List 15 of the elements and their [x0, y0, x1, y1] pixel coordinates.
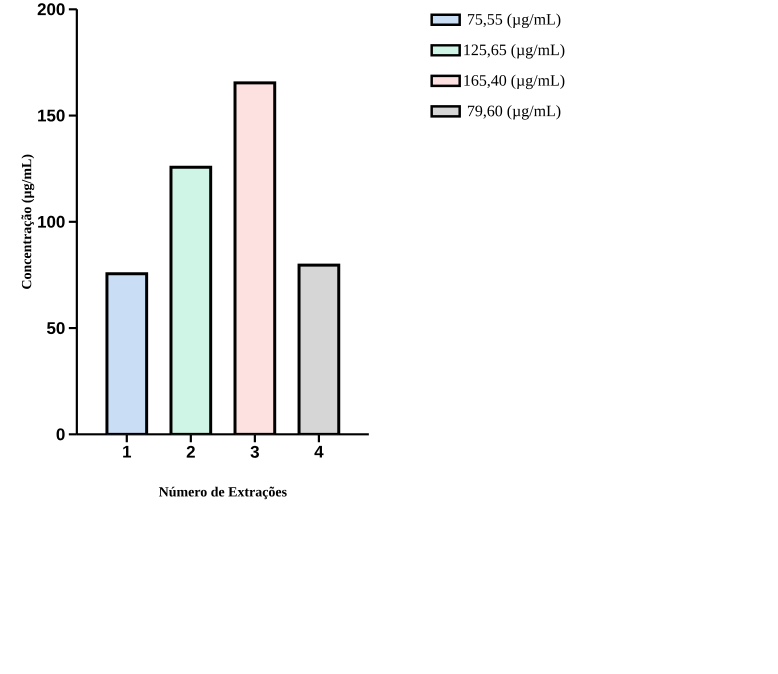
y-tick-label: 150 — [38, 109, 65, 122]
legend-label: 125,65 (µg/mL) — [464, 44, 564, 58]
legend-label: 79,60 (µg/mL) — [468, 104, 560, 120]
x-tick-label: 2 — [186, 446, 195, 458]
legend-label: 75,55 (µg/mL) — [468, 13, 560, 28]
legend-label: 165,40 (µg/mL) — [464, 74, 564, 89]
y-axis-title: Concentração (µg/mL) — [21, 154, 34, 289]
x-tick-label: 4 — [314, 446, 324, 458]
x-tick-label: 3 — [250, 446, 259, 458]
y-tick-label: 100 — [38, 216, 65, 228]
y-tick-label: 0 — [56, 428, 65, 440]
x-axis-title: Número de Extrações — [158, 486, 287, 500]
y-tick-label: 50 — [47, 322, 65, 334]
x-tick-label: 1 — [123, 446, 132, 458]
y-tick-label: 200 — [38, 3, 65, 16]
